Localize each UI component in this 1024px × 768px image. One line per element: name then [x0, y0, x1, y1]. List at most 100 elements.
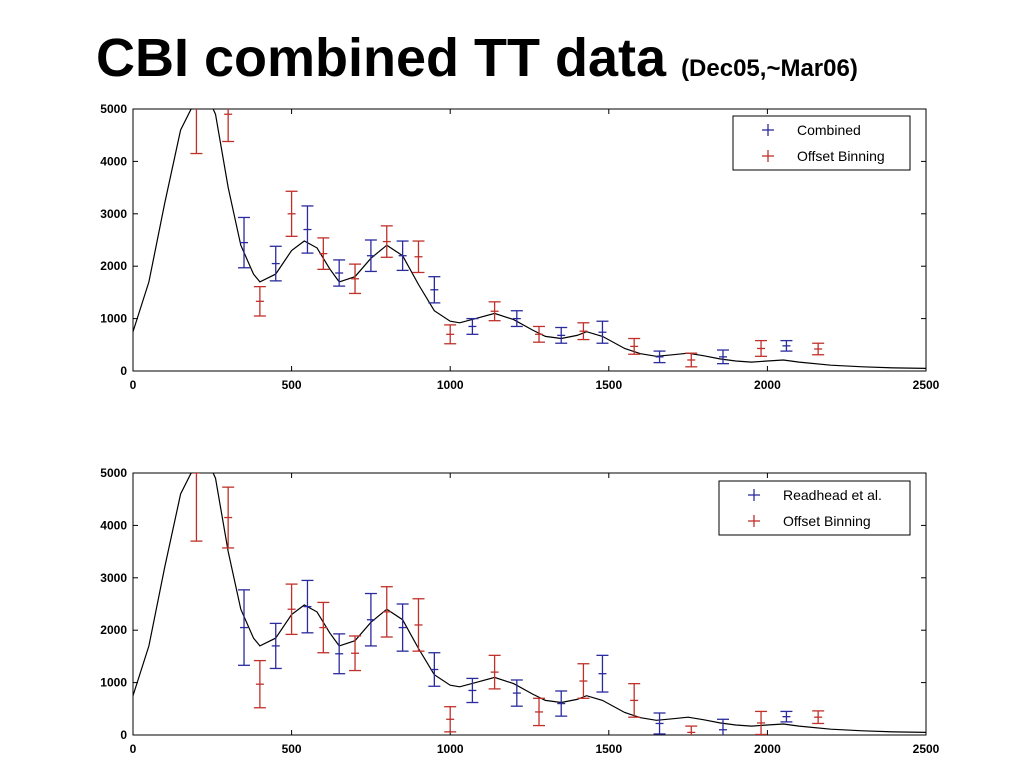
data-point — [577, 663, 590, 699]
x-tick-label: 0 — [130, 742, 137, 756]
legend-marker-0 — [748, 489, 760, 501]
data-point — [285, 583, 298, 636]
legend: Readhead et al. Offset Binning — [718, 480, 911, 536]
data-point — [510, 679, 523, 707]
data-point — [555, 690, 568, 717]
y-tick-label: 5000 — [100, 466, 127, 480]
data-point — [301, 205, 314, 254]
data-point — [812, 342, 825, 356]
data-point — [755, 339, 768, 357]
data-point — [412, 598, 425, 652]
legend-label: Offset Binning — [797, 148, 885, 164]
data-point — [349, 635, 362, 672]
slide-subtitle: (Dec05,~Mar06) — [681, 55, 858, 82]
data-point — [222, 109, 235, 143]
data-point — [533, 325, 546, 343]
data-point — [428, 652, 441, 687]
data-point — [333, 633, 346, 675]
data-point — [812, 710, 825, 725]
data-point — [301, 579, 314, 634]
x-tick-label: 1000 — [437, 742, 464, 756]
data-point — [555, 326, 568, 344]
x-tick-label: 2500 — [913, 742, 940, 756]
model-curve — [133, 109, 926, 369]
data-point — [317, 237, 330, 270]
data-point — [285, 190, 298, 237]
x-tick-label: 500 — [282, 742, 302, 756]
data-point — [466, 677, 479, 704]
legend-marker-1 — [762, 150, 774, 162]
data-point — [685, 352, 698, 368]
data-point — [780, 710, 793, 723]
legend-label: Offset Binning — [783, 513, 871, 529]
series-1 — [190, 109, 825, 368]
data-point — [238, 589, 251, 666]
data-point — [380, 586, 393, 638]
chart-top: 0 500 1000 1500 2000 2500 0 1000 2000 3000 4000 500… — [100, 102, 940, 392]
plot-area — [133, 109, 926, 369]
y-tick-label: 5000 — [100, 102, 127, 116]
y-tick-label: 4000 — [100, 518, 127, 532]
data-point — [444, 324, 457, 345]
data-point — [317, 601, 330, 654]
data-point — [333, 259, 346, 287]
x-tick-label: 2000 — [754, 742, 781, 756]
data-point — [190, 473, 203, 542]
data-point — [269, 622, 282, 670]
y-tick-label: 2000 — [100, 259, 127, 273]
y-tick-label: 3000 — [100, 571, 127, 585]
data-point — [488, 654, 501, 690]
x-tick-label: 1500 — [595, 742, 622, 756]
y-tick-label: 0 — [120, 364, 127, 378]
legend-label: Combined — [797, 122, 861, 138]
data-point — [628, 682, 641, 718]
data-point — [364, 592, 377, 647]
legend: Combined Offset Binning — [732, 115, 911, 171]
legend-marker-1 — [748, 515, 760, 527]
data-point — [238, 216, 251, 269]
data-point — [190, 109, 203, 155]
data-point — [349, 263, 362, 295]
legend-box — [732, 115, 911, 171]
data-point — [716, 349, 729, 365]
slide-title: CBI combined TT data (Dec05,~Mar06) — [96, 26, 858, 101]
data-point — [780, 339, 793, 352]
data-point — [380, 225, 393, 258]
legend-marker-0 — [762, 124, 774, 136]
chart-bottom: 0 500 1000 1500 2000 2500 0 1000 2000 3000 4000 500… — [100, 466, 940, 756]
x-tick-label: 500 — [282, 378, 302, 392]
legend-box — [718, 480, 911, 536]
y-tick-label: 0 — [120, 728, 127, 742]
series-0 — [238, 579, 793, 735]
data-point — [596, 654, 609, 693]
y-tick-label: 1000 — [100, 312, 127, 326]
data-point — [253, 285, 266, 317]
data-point — [412, 240, 425, 274]
data-point — [716, 718, 729, 735]
data-point — [444, 706, 457, 733]
y-tick-label: 4000 — [100, 154, 127, 168]
legend-label: Readhead et al. — [783, 487, 882, 503]
y-tick-label: 2000 — [100, 623, 127, 637]
data-point — [222, 486, 235, 549]
data-point — [269, 245, 282, 282]
data-point — [396, 603, 409, 652]
data-point — [396, 240, 409, 272]
x-tick-label: 2000 — [754, 378, 781, 392]
data-point — [685, 725, 698, 735]
data-point — [488, 301, 501, 322]
y-tick-label: 3000 — [100, 207, 127, 221]
x-tick-label: 0 — [130, 378, 137, 392]
data-point — [577, 322, 590, 341]
data-point — [653, 350, 666, 364]
data-point — [755, 710, 768, 735]
x-tick-label: 2500 — [913, 378, 940, 392]
slide-title-text: CBI combined TT data — [96, 28, 667, 88]
data-point — [364, 239, 377, 273]
model-curve — [133, 473, 926, 733]
data-point — [533, 697, 546, 727]
x-tick-label: 1000 — [437, 378, 464, 392]
data-point — [428, 276, 441, 304]
y-tick-label: 1000 — [100, 676, 127, 690]
series-0 — [238, 205, 793, 365]
